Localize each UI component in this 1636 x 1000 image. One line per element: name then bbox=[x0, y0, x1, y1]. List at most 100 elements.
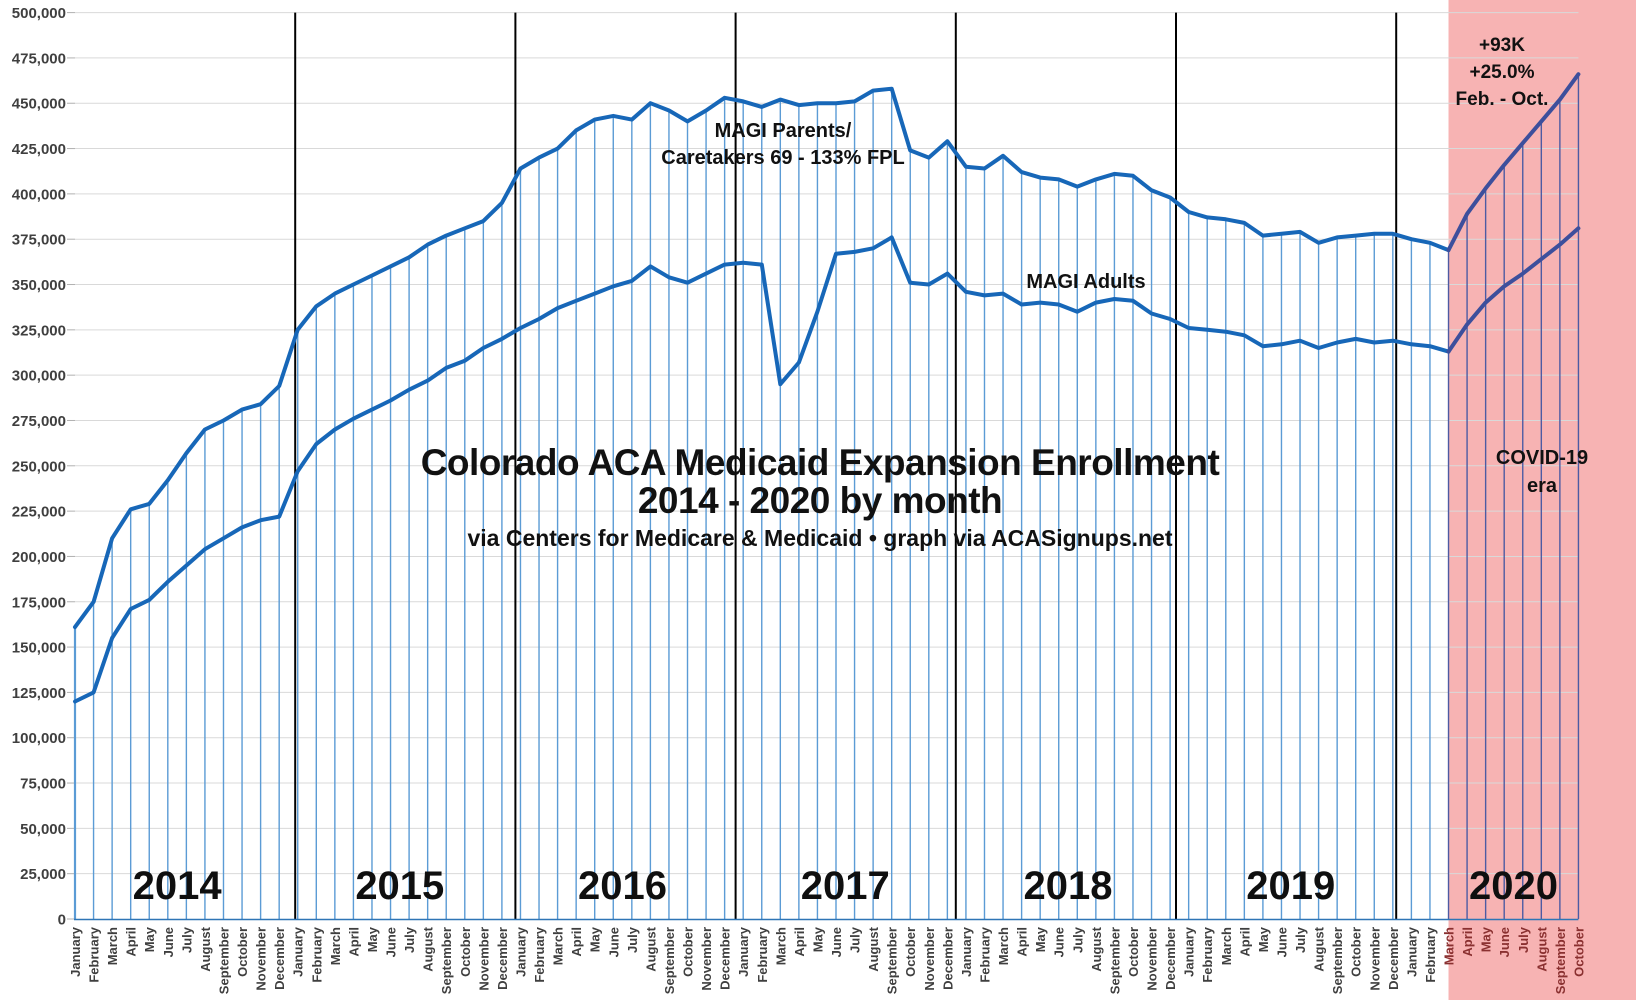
gridlines bbox=[67, 12, 1579, 920]
month-label: March bbox=[328, 927, 343, 965]
month-label: September bbox=[1330, 927, 1345, 994]
chart-title-line2: 2014 - 2020 by month bbox=[638, 480, 1002, 521]
y-axis-label: 325,000 bbox=[12, 322, 66, 339]
month-label: October bbox=[903, 927, 918, 977]
month-label: May bbox=[1033, 926, 1048, 952]
month-label: April bbox=[569, 927, 584, 957]
y-axis-label: 0 bbox=[58, 912, 66, 929]
month-label: November bbox=[1367, 927, 1382, 991]
covid-era-region bbox=[1448, 0, 1636, 1000]
month-label: March bbox=[105, 927, 120, 965]
month-label: May bbox=[588, 926, 603, 952]
y-axis-label: 275,000 bbox=[12, 413, 66, 430]
year-label: 2019 bbox=[1246, 864, 1335, 908]
series-label-magi-adults: MAGI Adults bbox=[1026, 271, 1145, 293]
month-label: June bbox=[384, 927, 399, 957]
month-label: January bbox=[959, 926, 974, 977]
month-label: May bbox=[365, 926, 380, 952]
y-axis-label: 375,000 bbox=[12, 232, 66, 249]
month-label: September bbox=[662, 927, 677, 994]
month-label: November bbox=[922, 927, 937, 991]
month-label: September bbox=[216, 927, 231, 994]
y-axis-label: 250,000 bbox=[12, 458, 66, 475]
month-label: June bbox=[829, 927, 844, 957]
month-label: April bbox=[346, 927, 361, 957]
month-label: October bbox=[458, 927, 473, 977]
month-label: September bbox=[439, 927, 454, 994]
y-axis-label: 475,000 bbox=[12, 50, 66, 67]
month-label: October bbox=[681, 927, 696, 977]
chart-title-line1: Colorado ACA Medicaid Expansion Enrollme… bbox=[421, 442, 1220, 483]
month-label: August bbox=[1534, 926, 1549, 971]
month-label: December bbox=[1163, 927, 1178, 990]
month-label: January bbox=[1182, 926, 1197, 977]
month-label: May bbox=[1256, 926, 1271, 952]
y-axis-label: 300,000 bbox=[12, 368, 66, 385]
month-label: September bbox=[885, 927, 900, 994]
line-magi-adults bbox=[73, 235, 1451, 704]
month-labels: January February March April May June July Augu… bbox=[68, 926, 1586, 994]
month-label: July bbox=[848, 926, 863, 953]
month-label: June bbox=[606, 927, 621, 957]
month-label: May bbox=[1479, 926, 1494, 952]
y-axis-labels: 0 25,000 50,000 75,000 100,000 125,000 150,000… bbox=[12, 5, 66, 928]
month-label: August bbox=[198, 926, 213, 971]
month-label: December bbox=[495, 927, 510, 990]
month-label: January bbox=[291, 926, 306, 977]
month-label: December bbox=[940, 927, 955, 990]
y-axis-label: 125,000 bbox=[12, 685, 66, 702]
month-label: November bbox=[476, 927, 491, 991]
y-axis-label: 150,000 bbox=[12, 640, 66, 657]
y-axis-label: 500,000 bbox=[12, 5, 66, 22]
month-label: October bbox=[1126, 927, 1141, 977]
month-label: July bbox=[402, 926, 417, 953]
month-label: March bbox=[996, 927, 1011, 965]
month-label: October bbox=[1349, 927, 1364, 977]
y-axis-label: 225,000 bbox=[12, 504, 66, 521]
month-label: December bbox=[272, 927, 287, 990]
covid-era-label-line2: era bbox=[1527, 475, 1558, 497]
month-label: March bbox=[1442, 927, 1457, 965]
month-label: February bbox=[87, 926, 102, 982]
month-label: June bbox=[1497, 927, 1512, 957]
month-label: September bbox=[1553, 927, 1568, 994]
year-label: 2017 bbox=[801, 864, 890, 908]
month-label: December bbox=[1386, 927, 1401, 990]
month-label: November bbox=[254, 927, 269, 991]
covid-era-highlight bbox=[1448, 0, 1636, 1000]
y-axis-label: 350,000 bbox=[12, 277, 66, 294]
month-label: July bbox=[625, 926, 640, 953]
y-axis-label: 400,000 bbox=[12, 186, 66, 203]
series-label-magi-parents-line1: MAGI Parents/ bbox=[715, 120, 852, 142]
y-axis-label: 75,000 bbox=[20, 776, 66, 793]
month-label: March bbox=[1219, 927, 1234, 965]
month-label: January bbox=[1404, 926, 1419, 977]
year-label: 2014 bbox=[133, 864, 223, 908]
month-label: July bbox=[1516, 926, 1531, 953]
month-label: February bbox=[755, 926, 770, 982]
month-label: August bbox=[421, 926, 436, 971]
month-label: February bbox=[1423, 926, 1438, 982]
covid-annotation-delta: +93K bbox=[1479, 35, 1525, 56]
month-label: June bbox=[1274, 927, 1289, 957]
month-label: July bbox=[179, 926, 194, 953]
month-label: April bbox=[792, 927, 807, 957]
month-label: July bbox=[1070, 926, 1085, 953]
month-label: March bbox=[773, 927, 788, 965]
month-label: February bbox=[309, 926, 324, 982]
month-label: August bbox=[643, 926, 658, 971]
y-axis-label: 25,000 bbox=[20, 866, 66, 883]
month-label: April bbox=[124, 927, 139, 957]
month-label: November bbox=[699, 927, 714, 991]
month-label: February bbox=[532, 926, 547, 982]
y-axis-label: 200,000 bbox=[12, 549, 66, 566]
month-label: September bbox=[1107, 927, 1122, 994]
y-axis-label: 175,000 bbox=[12, 594, 66, 611]
covid-annotation-range: Feb. - Oct. bbox=[1456, 89, 1549, 110]
month-label: February bbox=[977, 926, 992, 982]
month-label: July bbox=[1293, 926, 1308, 953]
month-label: November bbox=[1145, 927, 1160, 991]
year-label: 2020 bbox=[1469, 864, 1558, 908]
month-label: June bbox=[161, 927, 176, 957]
covid-era-label-line1: COVID-19 bbox=[1496, 447, 1588, 469]
